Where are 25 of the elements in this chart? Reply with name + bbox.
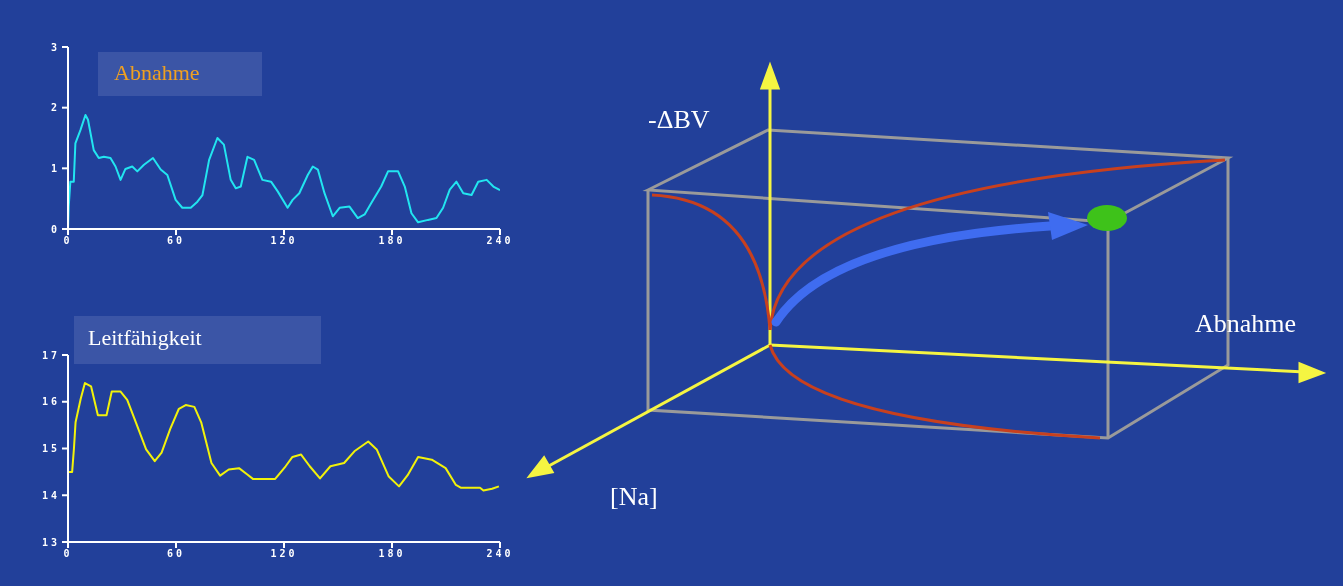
y-tick-label: 3: [50, 41, 60, 53]
y-tick-label: 15: [41, 443, 60, 455]
y-tick-label: 1: [50, 162, 60, 174]
y-tick-label: 13: [41, 536, 60, 548]
x-tick-label: 180: [378, 548, 406, 560]
x-tick-label: 0: [63, 235, 73, 247]
chart-title: Leitfähigkeit: [88, 325, 202, 351]
x-tick-label: 120: [270, 235, 298, 247]
x-tick-label: 120: [270, 548, 298, 560]
line-series: [68, 382, 500, 492]
x-tick-label: 0: [63, 548, 73, 560]
x-tick-label: 60: [166, 235, 186, 247]
x-tick-label: 60: [166, 548, 186, 560]
x-tick-label: 240: [486, 235, 514, 247]
x-tick-label: 240: [486, 548, 514, 560]
text: Abnahme: [114, 60, 200, 86]
y-tick-label: 2: [50, 102, 60, 114]
y-tick-label: 16: [41, 396, 60, 408]
y-tick-label: 0: [50, 223, 60, 235]
x-tick-label: 180: [378, 235, 406, 247]
text: [Na]: [610, 482, 658, 511]
text: -ΔBV: [648, 105, 710, 134]
text: Abnahme: [1195, 309, 1297, 338]
y-tick-label: 17: [41, 349, 60, 361]
y-tick-label: 14: [41, 489, 60, 501]
